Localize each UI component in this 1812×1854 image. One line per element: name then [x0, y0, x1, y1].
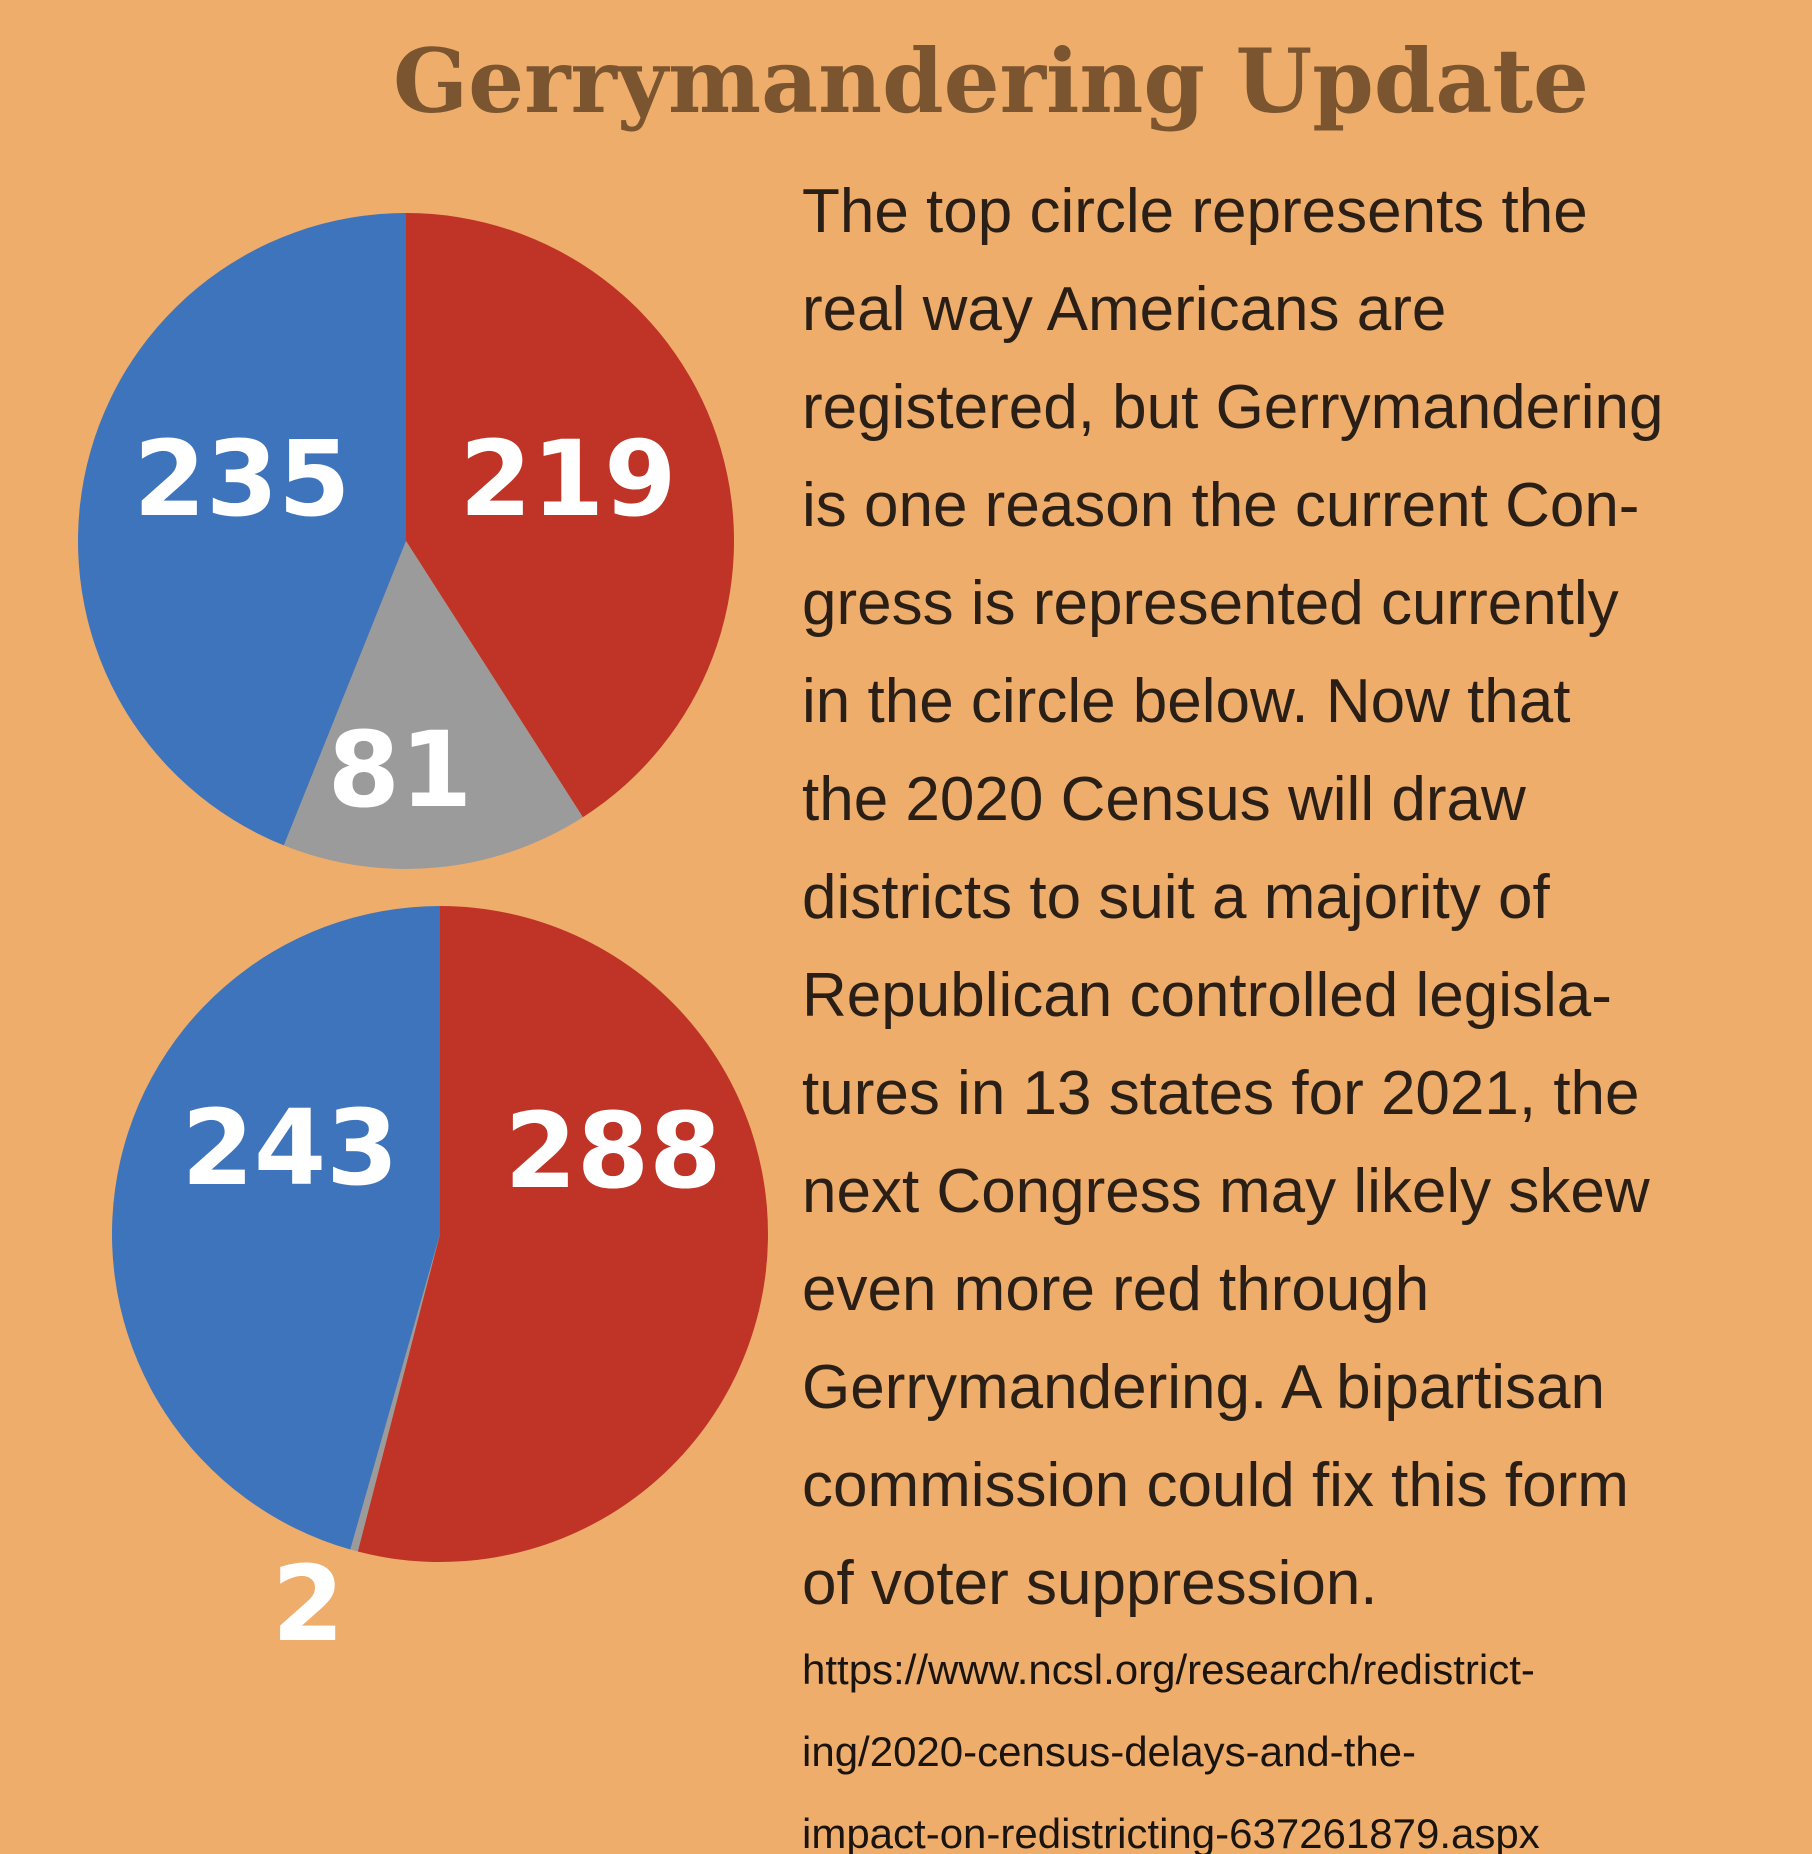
body-line: gress is represented currently	[802, 569, 1619, 638]
title: Gerrymandering Update	[393, 29, 1589, 133]
body-line: even more red through	[802, 1255, 1429, 1324]
body-line: Republican controlled legisla-	[802, 961, 1612, 1030]
pie-slice	[406, 213, 734, 818]
pie-slice	[112, 906, 441, 1550]
body-line: Gerrymandering. A bipartisan	[802, 1353, 1605, 1422]
data-label: 219	[459, 418, 676, 540]
body-line: next Congress may likely skew	[802, 1157, 1650, 1226]
body-line: commission could fix this form	[802, 1451, 1629, 1520]
data-label: 81	[328, 709, 473, 831]
body-line: is one reason the current Con-	[802, 471, 1639, 540]
data-label: 235	[133, 418, 350, 540]
body-line: of voter suppression.	[802, 1549, 1378, 1618]
pie-slice	[283, 541, 583, 869]
pie-slice	[350, 1234, 440, 1552]
data-label: 288	[504, 1090, 721, 1212]
data-label: 243	[181, 1087, 398, 1209]
body-line: the 2020 Census will draw	[802, 765, 1526, 834]
source-line: ing/2020-census-delays-and-the-	[802, 1728, 1416, 1775]
body-line: registered, but Gerrymandering	[802, 373, 1664, 442]
body-line: districts to suit a majority of	[802, 863, 1550, 932]
source-line: https://www.ncsl.org/research/redistrict…	[802, 1646, 1535, 1693]
body-line: real way Americans are	[802, 275, 1446, 344]
data-label: 2	[272, 1543, 344, 1665]
source-line: impact-on-redistricting-637261879.aspx	[802, 1810, 1540, 1854]
body-line: The top circle represents the	[802, 177, 1588, 246]
pie-slice	[77, 213, 406, 846]
body-line: tures in 13 states for 2021, the	[802, 1059, 1640, 1128]
pie-slice	[357, 906, 768, 1562]
body-line: in the circle below. Now that	[802, 667, 1571, 736]
